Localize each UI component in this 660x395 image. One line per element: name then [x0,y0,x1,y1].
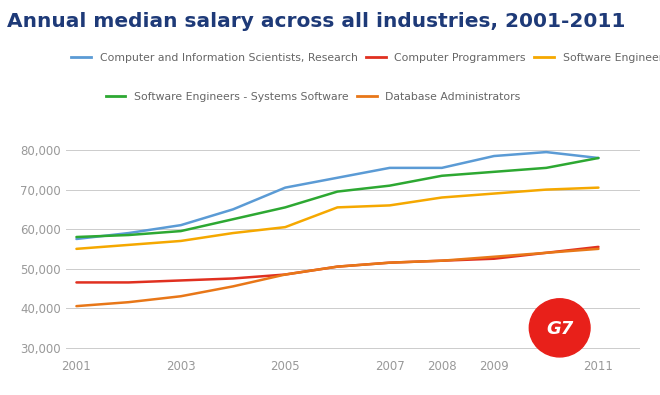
Text: Annual median salary across all industries, 2001-2011: Annual median salary across all industri… [7,12,625,31]
Circle shape [529,299,590,357]
Text: G7: G7 [546,320,574,338]
Legend: Software Engineers - Systems Software, Database Administrators: Software Engineers - Systems Software, D… [106,92,521,102]
